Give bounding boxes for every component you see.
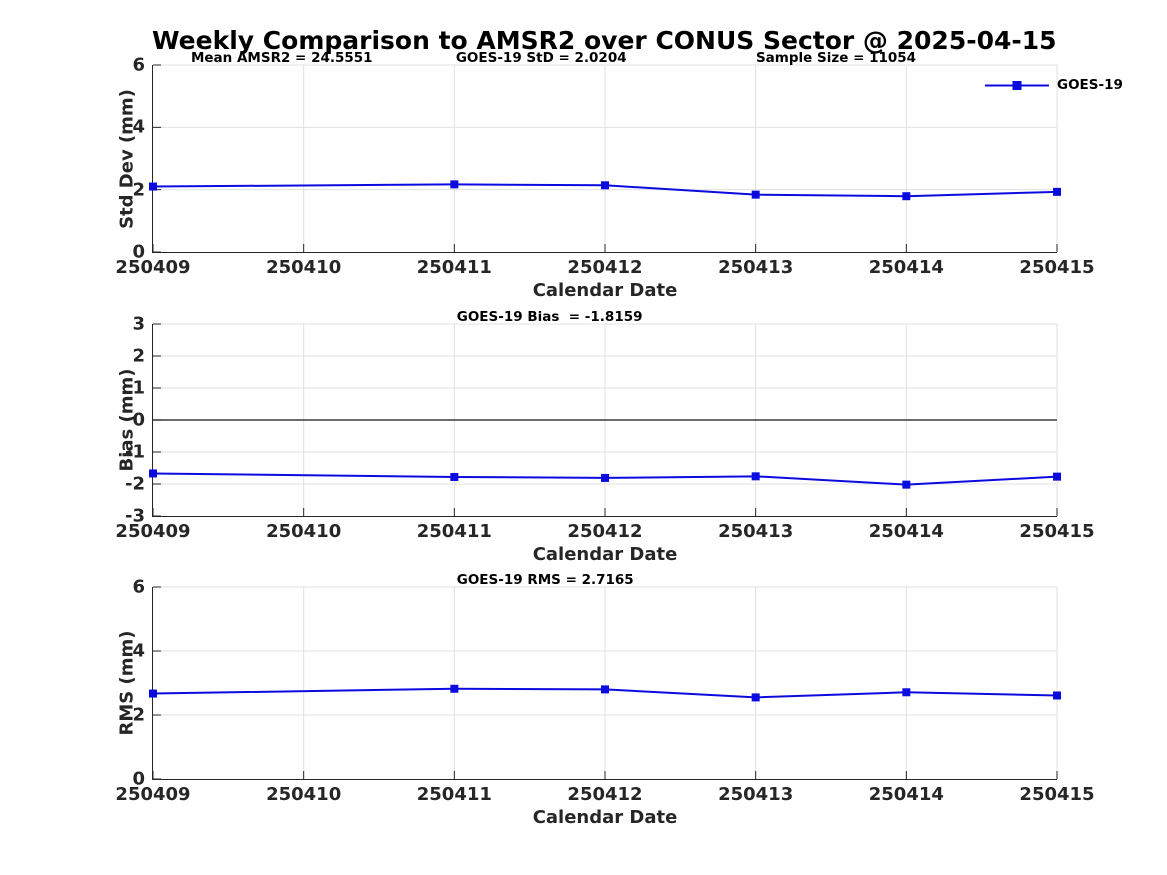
x-tick-label: 250412 bbox=[567, 521, 643, 542]
data-point-marker bbox=[751, 693, 760, 702]
data-point-marker bbox=[450, 180, 459, 189]
x-axis-label: Calendar Date bbox=[532, 807, 678, 828]
y-tick-label: -3 bbox=[125, 505, 145, 527]
plot-canvas bbox=[149, 586, 1061, 780]
data-point-marker bbox=[902, 688, 911, 697]
y-tick-label: 0 bbox=[132, 241, 145, 263]
legend-label: GOES-19 bbox=[1057, 77, 1123, 93]
y-tick-label: 6 bbox=[132, 576, 145, 598]
x-tick-label: 250415 bbox=[1019, 521, 1095, 542]
plot-canvas bbox=[149, 64, 1061, 253]
x-tick-label: 250414 bbox=[868, 257, 944, 278]
y-tick-label: 4 bbox=[132, 640, 145, 662]
x-axis-label: Calendar Date bbox=[532, 280, 678, 301]
plot-annotation: GOES-19 StD = 2.0204 bbox=[455, 50, 627, 66]
legend-line-sample-icon bbox=[985, 80, 1049, 90]
x-tick-label: 250414 bbox=[868, 521, 944, 542]
data-point-marker bbox=[751, 472, 760, 481]
y-axis-label: RMS (mm) bbox=[116, 630, 138, 736]
data-line bbox=[152, 472, 1058, 486]
x-tick-label: 250409 bbox=[115, 784, 191, 805]
x-tick-label: 250410 bbox=[266, 257, 342, 278]
y-axis-label: Std Dev (mm) bbox=[116, 88, 138, 229]
data-point-marker bbox=[149, 689, 157, 698]
y-tick-label: 6 bbox=[132, 54, 145, 76]
data-point-marker bbox=[902, 192, 911, 201]
x-axis-label: Calendar Date bbox=[532, 544, 678, 565]
plot-rms: 250409 250410 250411 250412 250413 250414 2504… bbox=[115, 572, 1094, 828]
plot-annotation: GOES-19 RMS = 2.7165 bbox=[456, 572, 634, 588]
data-point-marker bbox=[601, 181, 609, 190]
data-point-marker bbox=[149, 182, 157, 191]
data-point-marker bbox=[1053, 691, 1061, 700]
x-tick-label: 250411 bbox=[416, 784, 492, 805]
x-tick-label: 250410 bbox=[266, 784, 342, 805]
x-tick-label: 250411 bbox=[416, 257, 492, 278]
y-tick-label: 2 bbox=[132, 704, 145, 726]
x-tick-label: 250412 bbox=[567, 784, 643, 805]
legend: GOES-19 bbox=[985, 77, 1123, 93]
plot-annotation: Mean AMSR2 = 24.5551 bbox=[190, 50, 373, 66]
plot-annotation: GOES-19 Bias = -1.8159 bbox=[456, 309, 643, 325]
x-tick-label: 250413 bbox=[718, 784, 794, 805]
x-tick-label: 250411 bbox=[416, 521, 492, 542]
y-tick-label: -1 bbox=[125, 441, 145, 463]
y-tick-label: 4 bbox=[132, 116, 145, 138]
y-axis-label: Bias (mm) bbox=[116, 368, 138, 472]
y-tick-label: 1 bbox=[132, 377, 145, 399]
data-point-marker bbox=[1053, 187, 1061, 196]
data-point-marker bbox=[149, 469, 157, 478]
y-tick-label: 2 bbox=[132, 345, 145, 367]
plot-std-dev: 250409 250410 250411 250412 250413 250414 2504… bbox=[115, 50, 1094, 301]
y-tick-label: 3 bbox=[132, 313, 145, 335]
plot-annotation: Sample Size = 11054 bbox=[755, 50, 917, 66]
y-tick-label: -2 bbox=[125, 473, 145, 495]
plot-canvas bbox=[149, 323, 1061, 517]
data-line bbox=[152, 687, 1058, 699]
x-tick-label: 250409 bbox=[115, 521, 191, 542]
x-tick-label: 250413 bbox=[718, 257, 794, 278]
data-line bbox=[152, 183, 1058, 198]
y-tick-label: 0 bbox=[132, 409, 145, 431]
data-point-marker bbox=[450, 684, 459, 693]
y-tick-label: 0 bbox=[132, 768, 145, 790]
figure-title: Weekly Comparison to AMSR2 over CONUS Se… bbox=[152, 26, 1057, 55]
x-tick-label: 250412 bbox=[567, 257, 643, 278]
data-point-marker bbox=[601, 473, 609, 482]
data-point-marker bbox=[902, 480, 911, 489]
y-tick-label: 2 bbox=[132, 179, 145, 201]
data-point-marker bbox=[1053, 472, 1061, 481]
data-point-marker bbox=[751, 190, 760, 199]
data-point-marker bbox=[450, 472, 459, 481]
x-tick-label: 250415 bbox=[1019, 257, 1095, 278]
data-point-marker bbox=[601, 685, 609, 694]
plot-bias: 250409 250410 250411 250412 250413 250414 2504… bbox=[115, 309, 1094, 565]
x-tick-label: 250414 bbox=[868, 784, 944, 805]
x-tick-label: 250415 bbox=[1019, 784, 1095, 805]
x-tick-label: 250413 bbox=[718, 521, 794, 542]
x-tick-label: 250410 bbox=[266, 521, 342, 542]
x-tick-label: 250409 bbox=[115, 257, 191, 278]
